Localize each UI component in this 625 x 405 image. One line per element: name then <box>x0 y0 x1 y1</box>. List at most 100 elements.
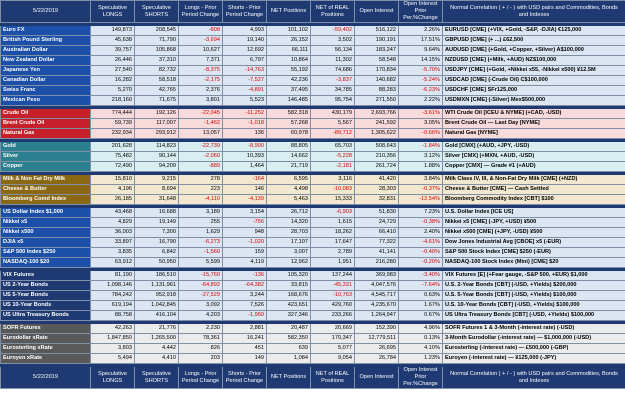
instrument-name: Euroyen xRate <box>0 353 91 364</box>
col-header-net-real[interactable]: NET of REAL Positions <box>310 0 355 23</box>
table-row[interactable]: SOFR Futures 42,263 21,776 2,230 2,881 20,487… <box>0 323 625 334</box>
shorts-cell: 1,265,500 <box>134 333 179 344</box>
longs-cell: 39,757 <box>90 45 135 56</box>
col-header-oi-change[interactable]: Open Interest Prior Per.%Change <box>398 0 443 23</box>
table-row[interactable]: Mexican Peso 218,160 71,675 3,801 5,523 146,4… <box>0 95 625 106</box>
longs-cell: 33,897 <box>90 237 135 248</box>
table-row[interactable]: Crude Oil 774,444 192,126 -22,045 -11,252 582… <box>0 108 625 119</box>
correlation-description: Nikkei x5 [CME] (-JPY, +USD) ¥500 <box>442 217 625 228</box>
table-row[interactable]: Nikkei x500 36,003 7,300 1,629 948 28,703 18,2… <box>0 227 625 238</box>
shorts-cell: 21,776 <box>134 323 179 334</box>
net-cell: 4,498 <box>266 184 311 195</box>
shorts-change-cell: -1,018 <box>222 118 267 129</box>
table-row[interactable]: US Dollar Index $1,000 43,468 16,688 3,189 3… <box>0 207 625 218</box>
correlation-description: Brent Crude Oil — Last Day [NYME] <box>442 118 625 129</box>
oi-change-cell: 17.51% <box>398 35 443 46</box>
col-header-correlation[interactable]: Normal Correlation ( + / - ) with USD pa… <box>442 0 625 23</box>
longs-change-cell: 826 <box>178 343 223 354</box>
net-cell: 28,703 <box>266 227 311 238</box>
col-header-shorts[interactable]: Speculative SHORTS <box>134 0 179 23</box>
table-row[interactable]: Cheese & Butter 4,196 8,694 223 146 4,498 -10,… <box>0 184 625 195</box>
instrument-name: Brent Crude Oil <box>0 118 91 129</box>
instrument-name: Natural Gas <box>0 128 91 139</box>
open-interest-cell: 140,682 <box>354 75 399 86</box>
longs-cell: 36,003 <box>90 227 135 238</box>
net-real-cell: 1,951 <box>310 257 355 268</box>
table-row[interactable]: S&P 500 Index $250 3,835 6,842 -1,560 159 3,0… <box>0 247 625 258</box>
open-interest-cell: 88,283 <box>354 85 399 96</box>
net-real-cell: 3,502 <box>310 35 355 46</box>
net-cell: 60,978 <box>266 128 311 139</box>
correlation-description: EURUSD [CME] (+VIX, +Gold, -S&P, -DJIA) … <box>442 25 625 36</box>
table-row[interactable]: Gold 201,628 114,823 -22,739 -8,900 88,805 65,… <box>0 141 625 152</box>
table-row[interactable]: Bloomberg Comd Index 26,185 31,648 -4,110 -4… <box>0 194 625 205</box>
correlation-description: Dow Jones Industrial Avg [CBOE] x5 (-EUR… <box>442 237 625 248</box>
longs-change-cell: 203 <box>178 353 223 364</box>
table-row[interactable]: US 5-Year Bonds 784,242 952,918 -27,529 3,24… <box>0 290 625 301</box>
correlation-description: WTI Crude Oil [ICEU & NYME] (+CAD, -USD) <box>442 108 625 119</box>
col-header-shorts-change[interactable]: Shorts - Prior Period Change <box>222 0 267 23</box>
table-row[interactable]: New Zealand Dollar 26,446 37,310 7,371 6,797… <box>0 55 625 66</box>
shorts-change-cell: -8,900 <box>222 141 267 152</box>
shorts-cell: 71,790 <box>134 35 179 46</box>
table-row[interactable]: US Ultra Treasury Bonds 88,758 416,104 4,20… <box>0 310 625 321</box>
net-cell: 1,084 <box>266 353 311 364</box>
instrument-name: Mexican Peso <box>0 95 91 106</box>
longs-change-cell: -889 <box>178 161 223 172</box>
table-row[interactable]: DJIA x5 33,897 16,790 -6,273 -1,020 17,107 17,… <box>0 237 625 248</box>
table-row[interactable]: Silver 75,482 90,144 -2,060 10,393 14,662 -5,2… <box>0 151 625 162</box>
table-row[interactable]: Australian Dollar 39,757 105,868 10,627 12,6… <box>0 45 625 56</box>
table-row[interactable]: Euro FX 149,873 208,545 -808 4,993 101,102 -59… <box>0 25 625 36</box>
net-real-cell: -10,763 <box>310 290 355 301</box>
net-cell: 639 <box>266 343 311 354</box>
longs-cell: 27,540 <box>90 65 135 76</box>
longs-cell: 43,468 <box>90 207 135 218</box>
table-row[interactable]: Copper 72,490 94,209 -889 1,464 21,719 -2,181 2… <box>0 161 625 172</box>
oi-change-cell: 0.67% <box>398 310 443 321</box>
col-header-open-interest[interactable]: Open Interest <box>354 0 399 23</box>
col-header-longs-change[interactable]: Longs - Prior Period Change <box>178 0 223 23</box>
net-real-cell: 137,244 <box>310 270 355 281</box>
shorts-cell: 58,518 <box>134 75 179 86</box>
table-row[interactable]: Natural Gas 232,934 293,912 13,057 136 60,978… <box>0 128 625 139</box>
longs-change-cell: -6,273 <box>178 237 223 248</box>
longs-cell: 26,185 <box>90 194 135 205</box>
instrument-name: Crude Oil <box>0 108 91 119</box>
col-header-longs[interactable]: Speculative LONGS <box>90 0 135 23</box>
table-row[interactable]: Canadian Dollar 16,282 58,518 -2,175 -7,527 4… <box>0 75 625 86</box>
table-row[interactable]: Milk & Non Fat Dry Milk 15,810 9,215 278 -16… <box>0 174 625 185</box>
table-row[interactable]: Brent Crude Oil 59,739 117,007 -1,462 -1,018… <box>0 118 625 129</box>
table-row[interactable]: NASDAQ-100 $20 63,912 50,950 5,599 4,119 12,9… <box>0 257 625 268</box>
net-real-cell: 2,789 <box>310 247 355 258</box>
instrument-name: Eurodollar xRate <box>0 333 91 344</box>
oi-change-cell: -5.70% <box>398 65 443 76</box>
net-real-cell: 18,262 <box>310 227 355 238</box>
table-row[interactable]: British Pound Sterling 45,638 71,790 -3,694… <box>0 35 625 46</box>
correlation-description: NZDUSD [CME] (+Milk, +AUD) NZ$100,000 <box>442 55 625 66</box>
net-cell: 66,111 <box>266 45 311 56</box>
longs-cell: 26,446 <box>90 55 135 66</box>
header-row: 5/22/2019 Speculative LONGS Speculative … <box>0 0 625 23</box>
shorts-change-cell: -14,763 <box>222 65 267 76</box>
table-row[interactable]: Nikkei x5 4,829 19,149 255 -756 14,320 1,615 24… <box>0 217 625 228</box>
table-row[interactable]: US 10-Year Bonds 619,194 1,042,845 3,092 7,5… <box>0 300 625 311</box>
oi-change-cell: 1.23% <box>398 353 443 364</box>
longs-change-cell: 13,057 <box>178 128 223 139</box>
table-row[interactable]: Eurodollar xRate 1,847,850 1,265,500 78,361… <box>0 333 625 344</box>
net-real-cell: 74,686 <box>310 65 355 76</box>
table-row[interactable]: VIX Futures 81,190 186,510 -15,760 -136 105,3… <box>0 270 625 281</box>
shorts-cell: 1,131,961 <box>134 280 179 291</box>
table-row[interactable]: Swiss Franc 5,270 42,765 2,376 -4,891 37,495 3… <box>0 85 625 96</box>
open-interest-cell: 58,548 <box>354 55 399 66</box>
table-row[interactable]: Euroyen xRate 5,494 4,410 203 149 1,084 9,054 2… <box>0 353 625 364</box>
longs-change-cell: 3,801 <box>178 95 223 106</box>
longs-cell: 3,835 <box>90 247 135 258</box>
longs-cell: 232,934 <box>90 128 135 139</box>
table-row[interactable]: Eurosterling xRate 3,803 4,442 826 451 639 5,0… <box>0 343 625 354</box>
col-header-net[interactable]: NET Positions <box>266 0 311 23</box>
longs-cell: 42,263 <box>90 323 135 334</box>
net-cell: 423,651 <box>266 300 311 311</box>
table-row[interactable]: Japanese Yen 27,540 82,732 -8,375 -14,763 55,… <box>0 65 625 76</box>
shorts-change-cell: -7,527 <box>222 75 267 86</box>
table-row[interactable]: US 2-Year Bonds 1,098,146 1,131,961 -64,892… <box>0 280 625 291</box>
